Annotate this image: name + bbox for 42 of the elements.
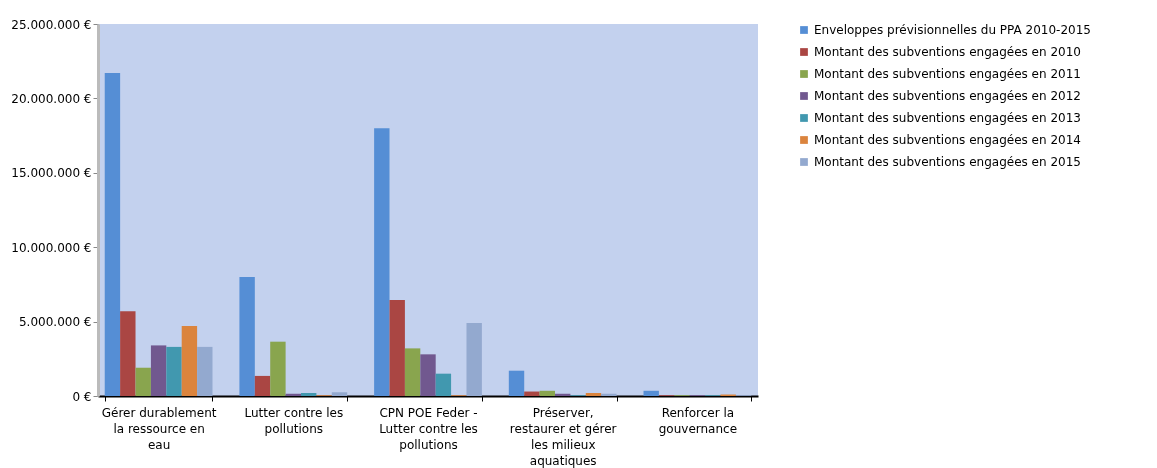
x-tick-label: Préserver, restaurer et gérer les milieux aquatiques (509, 405, 617, 468)
bar (135, 367, 151, 396)
y-tick-label: 20.000.000 € (11, 91, 92, 106)
bar (181, 326, 198, 396)
legend-label: Montant des subventions engagées en 2012 (814, 89, 1081, 103)
legend-label: Montant des subventions engagées en 2011 (814, 67, 1081, 81)
bar (643, 390, 659, 396)
y-tick-label: 5.000.000 € (18, 315, 92, 330)
bar (389, 300, 405, 396)
legend-label: Montant des subventions engagées en 2014 (814, 133, 1081, 147)
y-tick-label: 25.000.000 € (11, 17, 92, 32)
bar (404, 348, 421, 396)
bar (104, 73, 121, 396)
y-tick-label: 10.000.000 € (11, 240, 92, 255)
bar (585, 393, 602, 396)
bar (197, 346, 213, 396)
x-tick-label: Renforcer la gouvernance (658, 405, 738, 436)
x-tick-label: CPN POE Feder - Lutter contre les pollutions (379, 405, 478, 452)
bar (374, 128, 390, 396)
bar (270, 341, 286, 396)
bar (254, 375, 271, 396)
bar (301, 393, 317, 396)
bar (524, 391, 540, 396)
bar (239, 276, 255, 396)
legend-label: Enveloppes prévisionnelles du PPA 2010-2015 (814, 23, 1091, 37)
bar (539, 390, 555, 396)
y-tick-label: 0 € (72, 389, 92, 404)
bar (166, 346, 182, 396)
x-tick-label: Gérer durablement la ressource en eau (101, 405, 217, 452)
bar (420, 354, 436, 396)
bar (601, 393, 617, 396)
y-tick-label: 15.000.000 € (11, 166, 92, 181)
x-tick-label: Lutter contre les pollutions (244, 405, 344, 436)
bar (120, 311, 136, 396)
legend-label: Montant des subventions engagées en 2013 (814, 111, 1081, 125)
legend-label: Montant des subventions engagées en 2010 (814, 45, 1081, 59)
legend-label: Montant des subventions engagées en 2015 (814, 155, 1081, 169)
bar (508, 370, 525, 396)
bar (331, 392, 348, 396)
bar (150, 345, 167, 396)
bar (435, 373, 452, 396)
bar (466, 323, 482, 396)
